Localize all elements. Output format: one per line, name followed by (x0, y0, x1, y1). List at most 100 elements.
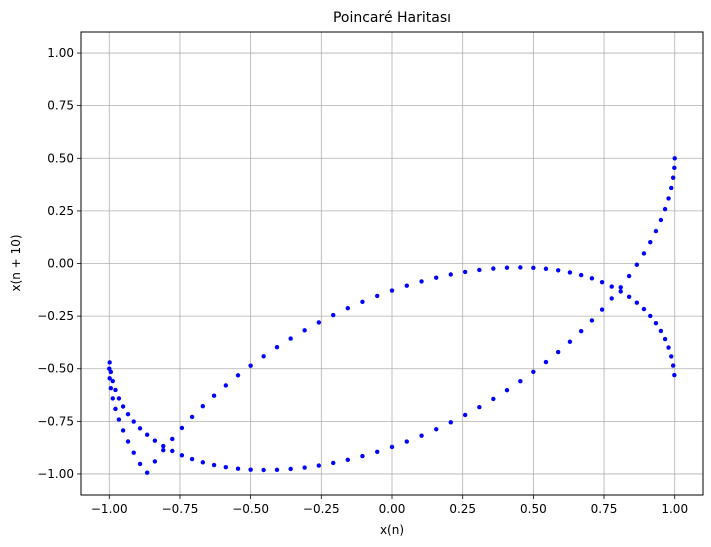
data-point (434, 427, 439, 432)
data-point (641, 306, 647, 312)
data-point (200, 460, 206, 465)
data-point (170, 436, 175, 442)
x-tick-label: 0.75 (591, 502, 618, 516)
data-point (211, 462, 217, 468)
data-point (666, 345, 671, 350)
chart-title: Poincaré Haritası (333, 10, 451, 26)
data-point (375, 293, 380, 299)
data-point (669, 185, 674, 191)
data-point (120, 428, 126, 433)
data-point (404, 283, 409, 288)
data-point (288, 466, 293, 472)
data-point (567, 270, 573, 275)
data-point (491, 396, 496, 402)
data-point (235, 373, 241, 378)
data-point (672, 372, 677, 378)
data-point (504, 388, 510, 393)
data-point (531, 369, 536, 374)
x-axis: −1.00 −0.75 −0.50 −0.25 0.00 0.25 0.50 0.75 1.00 (91, 495, 688, 516)
data-point (116, 396, 122, 401)
x-tick-label: 1.00 (661, 502, 688, 516)
data-point (274, 467, 280, 472)
data-point (107, 366, 112, 371)
data-point (144, 470, 150, 475)
data-point (518, 265, 523, 270)
data-point (555, 349, 561, 355)
data-point (477, 404, 482, 410)
data-point (448, 272, 453, 277)
y-tick-label: 1.00 (47, 46, 74, 60)
data-points (107, 156, 677, 475)
data-point (578, 272, 584, 278)
data-point (658, 217, 664, 223)
data-point (116, 417, 122, 422)
x-tick-label: −0.50 (232, 502, 269, 516)
y-tick-label: −1.00 (37, 467, 74, 481)
data-point (331, 460, 336, 466)
data-point (653, 228, 659, 234)
y-tick-label: 0.75 (47, 99, 74, 113)
x-tick-label: 0.50 (520, 502, 547, 516)
data-point (302, 465, 307, 470)
data-point (113, 406, 118, 412)
data-point (137, 426, 143, 431)
data-point (189, 456, 195, 462)
x-tick-label: −0.75 (162, 502, 199, 516)
data-point (316, 320, 322, 325)
data-point (648, 313, 653, 319)
data-point (599, 307, 605, 312)
data-point (543, 266, 549, 271)
data-point (504, 265, 510, 270)
data-point (107, 376, 112, 381)
data-point (419, 279, 424, 284)
data-point (161, 443, 166, 449)
x-tick-label: −0.25 (303, 502, 340, 516)
data-point (662, 336, 668, 342)
data-point (462, 412, 468, 418)
data-point (589, 276, 595, 281)
data-point (223, 383, 229, 388)
data-point (113, 387, 118, 393)
data-point (434, 275, 439, 280)
data-point (223, 464, 229, 470)
y-tick-label: −0.50 (37, 362, 74, 376)
data-point (477, 267, 482, 273)
y-tick-label: −0.75 (37, 414, 74, 428)
data-point (672, 165, 677, 171)
data-point (248, 467, 253, 472)
x-tick-label: −1.00 (91, 502, 128, 516)
data-point (567, 339, 573, 344)
data-point (137, 461, 143, 467)
data-point (248, 363, 253, 368)
data-point (670, 175, 676, 180)
data-point (419, 433, 424, 438)
data-point (375, 449, 380, 454)
data-point (189, 414, 195, 420)
data-point (345, 306, 350, 311)
data-point (345, 457, 350, 462)
data-point (389, 288, 395, 293)
data-point (288, 336, 293, 341)
data-point (578, 329, 584, 334)
data-point (107, 360, 112, 365)
data-point (108, 385, 114, 391)
data-point (161, 447, 166, 453)
data-point (302, 328, 307, 333)
data-point (179, 425, 185, 431)
data-point (599, 279, 605, 285)
data-point (360, 453, 365, 459)
data-point (618, 289, 623, 294)
data-point (261, 354, 266, 359)
y-tick-label: 0.50 (47, 151, 74, 165)
data-point (618, 285, 623, 290)
data-point (634, 300, 640, 305)
data-point (211, 393, 217, 398)
data-point (110, 396, 115, 401)
data-point (543, 359, 549, 365)
data-point (609, 296, 614, 301)
data-point (389, 444, 395, 450)
data-point (662, 206, 668, 212)
data-point (658, 328, 664, 334)
data-point (666, 196, 671, 201)
data-point (131, 419, 136, 424)
